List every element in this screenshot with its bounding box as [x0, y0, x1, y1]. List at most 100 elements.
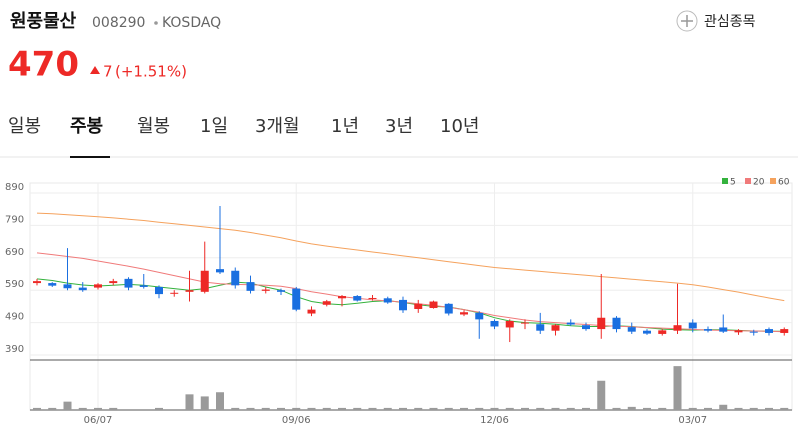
x-tick-label: 06/07: [84, 415, 113, 426]
candle-body: [414, 303, 423, 309]
candle-body: [505, 320, 514, 328]
legend-label: 60: [778, 178, 790, 188]
candle-body: [597, 317, 606, 330]
candle-body: [383, 298, 392, 303]
candle-body: [460, 312, 468, 315]
watch-icon[interactable]: [676, 10, 698, 32]
volume-bar: [322, 407, 331, 410]
candle-body: [216, 269, 224, 273]
volume-bar: [231, 407, 240, 410]
volume-bar: [673, 366, 682, 410]
up-arrow: [90, 66, 100, 74]
candle-body: [536, 324, 545, 331]
candle-body: [353, 296, 362, 301]
y-tick-label: 590: [5, 279, 24, 290]
candle-body: [94, 284, 102, 288]
candle-body: [475, 312, 484, 320]
candle-body: [399, 299, 407, 311]
volume-bar: [353, 407, 362, 410]
volume-bar: [719, 404, 728, 410]
candle-body: [277, 290, 285, 292]
candle-body: [566, 322, 575, 325]
legend-swatch: [745, 178, 751, 184]
volume-bar: [551, 407, 560, 410]
volume-bar: [399, 407, 407, 410]
candle-body: [63, 284, 72, 289]
volume-bar: [429, 407, 438, 410]
volume-bar: [48, 407, 57, 410]
volume-bar: [444, 407, 453, 410]
volume-bar: [94, 407, 102, 410]
x-tick-label: 12/06: [480, 415, 509, 426]
candle-body: [688, 322, 697, 329]
volume-bar: [505, 407, 514, 410]
volume-bar: [566, 407, 575, 410]
candle-body: [246, 282, 255, 291]
tab[interactable]: 10년: [440, 116, 479, 137]
plus: [681, 15, 693, 27]
watch-button[interactable]: 관심종목: [676, 10, 756, 32]
candle-body: [155, 286, 163, 295]
volume-bar: [368, 407, 377, 410]
volume-bar: [536, 407, 545, 410]
volume-bar: [200, 396, 209, 410]
volume-bar: [643, 407, 651, 410]
candle-body: [48, 283, 57, 286]
change-pct: (+1.51%): [115, 63, 187, 81]
candle-body: [780, 329, 789, 333]
volume-bar: [582, 407, 590, 410]
dot: [154, 21, 158, 25]
candle-body: [124, 278, 133, 288]
tab[interactable]: 1일: [200, 116, 228, 137]
volume-bar: [261, 407, 270, 410]
tab[interactable]: 3년: [385, 116, 413, 137]
volume-bar: [749, 407, 758, 410]
stock-name: 원풍물산: [10, 11, 77, 32]
volume-bar: [338, 407, 346, 410]
candle-body: [109, 281, 118, 284]
legend-label: 20: [753, 178, 765, 188]
candle-body: [582, 325, 590, 330]
x-tick-label: 09/06: [282, 415, 311, 426]
volume-bar: [521, 407, 529, 410]
tabs: 일봉 주봉 월봉 1일 3개월 1년 3년 10년: [8, 116, 479, 137]
volume-bar: [63, 401, 72, 410]
candle-body: [338, 296, 346, 299]
candle-body: [490, 320, 499, 327]
stock-code: 008290: [92, 15, 145, 31]
tab[interactable]: 3개월: [255, 116, 300, 137]
tab[interactable]: 월봉: [137, 116, 170, 137]
candle-body: [185, 290, 194, 292]
x-tick-label: 03/07: [678, 415, 707, 426]
volume-bar: [78, 407, 87, 410]
legend-swatch: [722, 178, 728, 184]
candle-body: [368, 297, 377, 299]
candle-body: [673, 325, 682, 331]
volume-bar: [612, 407, 621, 410]
candle-body: [444, 303, 453, 314]
volume-bar: [765, 407, 773, 410]
volume-bar: [658, 407, 667, 410]
market: KOSDAQ: [162, 15, 221, 31]
volume-bar: [490, 407, 499, 410]
y-tick-label: 490: [5, 312, 24, 323]
candle-body: [33, 281, 41, 284]
candle-body: [704, 329, 712, 331]
volume-bar: [109, 407, 118, 410]
candle-body: [170, 292, 179, 294]
tab[interactable]: 일봉: [8, 116, 41, 137]
volume-bar: [307, 407, 316, 410]
volume-bar: [597, 380, 606, 410]
candle-body: [200, 270, 209, 292]
candle-body: [734, 330, 743, 333]
chart: 390 490 590 690 790 890 06/07 09/06 12/06 03/07 5 2…: [5, 178, 793, 426]
tab[interactable]: 주봉: [70, 116, 103, 137]
volume-bar: [475, 407, 484, 410]
tab[interactable]: 1년: [331, 116, 359, 137]
watch-label[interactable]: 관심종목: [704, 14, 756, 30]
candle-body: [322, 301, 331, 305]
volume-bar: [292, 407, 301, 410]
ma-line: [36, 212, 785, 302]
candle-body: [231, 270, 240, 286]
